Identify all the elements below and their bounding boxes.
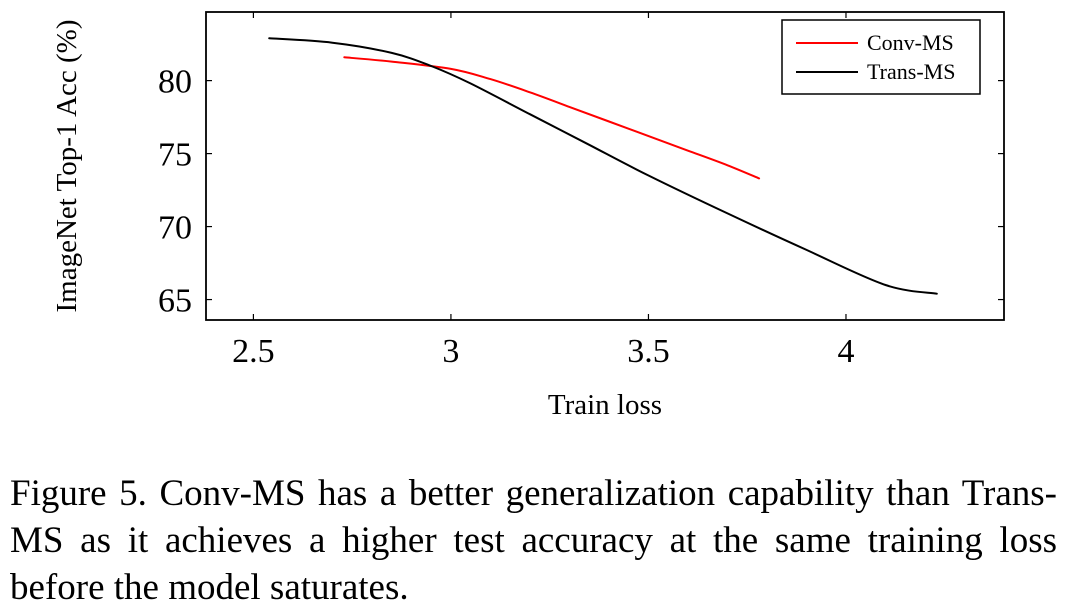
figure-caption: Figure 5. Conv-MS has a better generaliz…	[10, 473, 1057, 608]
legend-label-conv-ms: Conv-MS	[867, 30, 954, 55]
y-tick-label: 70	[158, 210, 192, 247]
y-axis-title: ImageNet Top-1 Acc (%)	[51, 20, 83, 313]
series-line-conv-ms	[343, 56, 761, 180]
axis-ticks: 2.5 3 3.5 4 65 70 75 80	[158, 12, 1004, 370]
x-tick-label: 2.5	[232, 333, 275, 370]
legend: Conv-MS Trans-MS	[781, 19, 981, 95]
series-lines	[268, 37, 938, 295]
y-tick-label: 65	[158, 283, 192, 320]
y-tick-label: 75	[158, 137, 192, 174]
x-tick-label: 3.5	[627, 333, 670, 370]
series-line-trans-ms	[268, 37, 938, 295]
legend-box	[781, 19, 981, 95]
x-tick-label: 3	[442, 333, 459, 370]
plot-area-frame	[205, 11, 1005, 321]
y-tick-label: 80	[158, 64, 192, 101]
x-tick-label: 4	[837, 333, 854, 370]
legend-label-trans-ms: Trans-MS	[867, 59, 955, 84]
line-chart: 2.5 3 3.5 4 65 70 75 80 Train loss ImageNet Top…	[51, 11, 1005, 421]
x-axis-title: Train loss	[548, 389, 662, 421]
